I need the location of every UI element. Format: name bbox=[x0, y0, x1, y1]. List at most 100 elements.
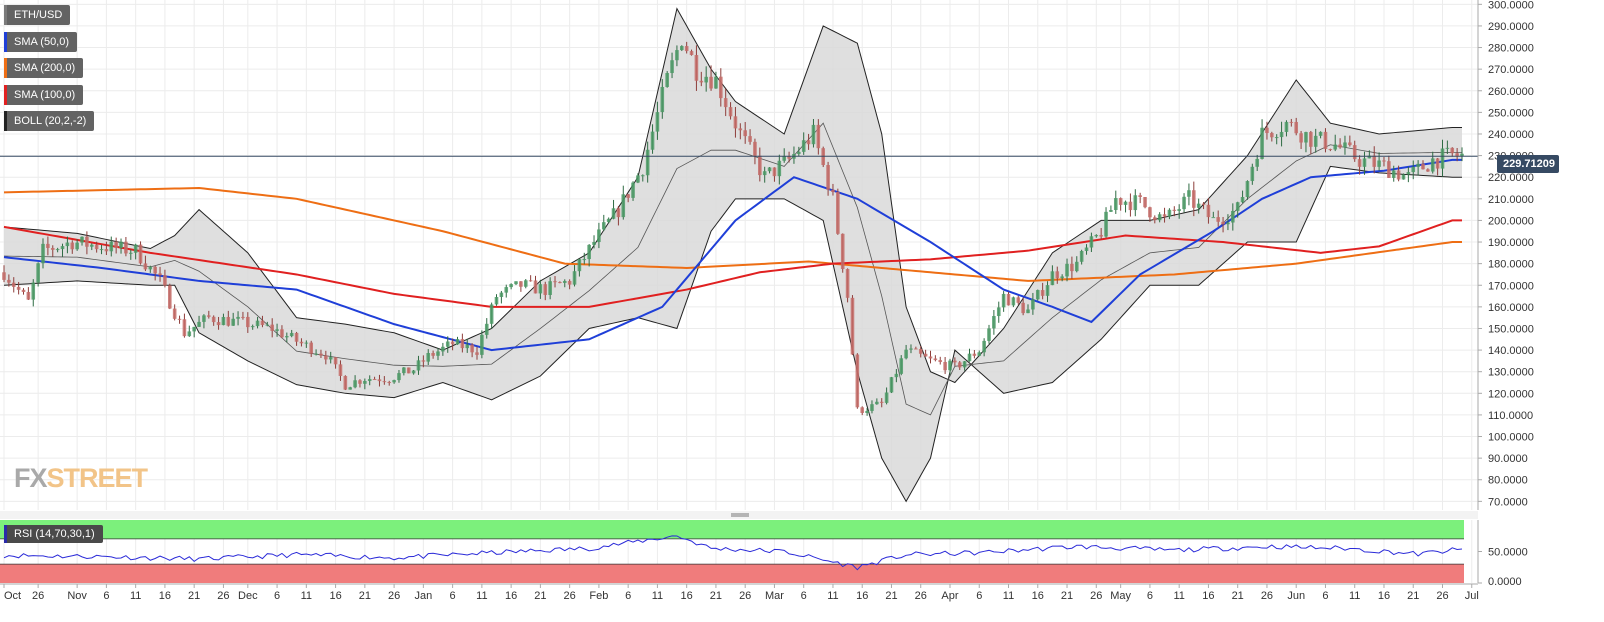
candle-body bbox=[1192, 190, 1196, 208]
rsi-overbought-zone bbox=[0, 520, 1464, 539]
candle-body bbox=[21, 289, 26, 292]
x-tick-label: Nov bbox=[67, 590, 87, 602]
candle-body bbox=[1279, 131, 1284, 138]
legend-sma-100[interactable]: SMA (100,0) bbox=[4, 85, 84, 105]
candle-body bbox=[1089, 236, 1094, 248]
candle-body bbox=[996, 307, 1001, 317]
candle-body bbox=[324, 355, 328, 360]
candle-body bbox=[1055, 271, 1060, 279]
candle-body bbox=[1152, 217, 1157, 221]
legend-label: SMA (50,0) bbox=[14, 36, 70, 48]
candle-body bbox=[616, 208, 621, 218]
x-tick-label: 26 bbox=[388, 590, 400, 602]
candle-body bbox=[484, 323, 489, 335]
candle-body bbox=[782, 156, 787, 161]
candle-body bbox=[172, 308, 177, 319]
y-tick-label: 70.0000 bbox=[1488, 496, 1528, 508]
candle-body bbox=[558, 282, 562, 284]
candle-body bbox=[957, 362, 962, 368]
x-tick-label: 21 bbox=[534, 590, 546, 602]
x-tick-label: Mar bbox=[765, 590, 784, 602]
candle-body bbox=[538, 284, 543, 294]
candle-body bbox=[1138, 195, 1142, 198]
x-tick-label: 16 bbox=[681, 590, 693, 602]
y-tick-label: 150.0000 bbox=[1488, 323, 1534, 335]
candle-body bbox=[1196, 203, 1201, 208]
candle-body bbox=[665, 73, 669, 87]
x-tick-label: 11 bbox=[827, 590, 838, 602]
candle-body bbox=[1099, 235, 1103, 237]
y-tick-label: 100.0000 bbox=[1488, 432, 1534, 444]
x-tick-label: 16 bbox=[1032, 590, 1044, 602]
y-tick-label: 90.0000 bbox=[1488, 453, 1528, 465]
candle-body bbox=[124, 241, 128, 254]
legend-swatch bbox=[4, 5, 7, 25]
y-tick-label: 270.0000 bbox=[1488, 64, 1534, 76]
candle-body bbox=[611, 208, 616, 219]
candle-body bbox=[1362, 158, 1367, 167]
candle-body bbox=[1113, 198, 1118, 210]
candle-body bbox=[875, 401, 879, 405]
y-tick-label: 190.0000 bbox=[1488, 237, 1534, 249]
candle-body bbox=[850, 297, 855, 355]
panel-splitter bbox=[0, 511, 1478, 519]
x-tick-label: Feb bbox=[589, 590, 608, 602]
candle-body bbox=[1006, 293, 1011, 306]
candle-body bbox=[684, 46, 689, 52]
candle-body bbox=[1040, 290, 1045, 296]
legend-rsi[interactable]: RSI (14,70,30,1) bbox=[4, 525, 103, 543]
candle-body bbox=[406, 367, 411, 374]
x-tick-label: 21 bbox=[188, 590, 200, 602]
legend-eth-usd[interactable]: ETH/USD bbox=[4, 5, 71, 25]
x-tick-label: 6 bbox=[1147, 590, 1153, 602]
candle-body bbox=[1304, 132, 1308, 143]
candle-body bbox=[719, 76, 723, 99]
candle-body bbox=[597, 229, 601, 243]
x-tick-label: Apr bbox=[941, 590, 958, 602]
legend-sma-200[interactable]: SMA (200,0) bbox=[4, 58, 84, 78]
candle-body bbox=[562, 280, 567, 283]
candle-body bbox=[1221, 221, 1225, 225]
candle-body bbox=[1123, 201, 1128, 205]
candle-body bbox=[85, 236, 89, 247]
candle-body bbox=[967, 353, 972, 362]
legend-boll[interactable]: BOLL (20,2,-2) bbox=[4, 111, 95, 131]
x-tick-label: 26 bbox=[915, 590, 927, 602]
candle-body bbox=[992, 316, 996, 329]
candle-body bbox=[314, 353, 318, 355]
candle-body bbox=[519, 281, 523, 287]
candle-body bbox=[816, 124, 821, 149]
y-tick-label: 300.0000 bbox=[1488, 0, 1534, 11]
legend-sma-50[interactable]: SMA (50,0) bbox=[4, 32, 78, 52]
candle-body bbox=[1265, 127, 1269, 134]
candle-body bbox=[192, 326, 196, 332]
candle-body bbox=[1255, 158, 1259, 167]
candle-body bbox=[1026, 309, 1030, 314]
candle-body bbox=[1045, 285, 1050, 296]
candle-body bbox=[787, 156, 791, 159]
x-tick-label: 11 bbox=[301, 590, 312, 602]
candle-body bbox=[587, 244, 591, 260]
candle-body bbox=[675, 50, 679, 61]
candle-body bbox=[1377, 160, 1381, 167]
y-tick-label: 220.0000 bbox=[1488, 172, 1534, 184]
candle-body bbox=[1001, 293, 1006, 308]
candle-body bbox=[1021, 302, 1025, 314]
candle-body bbox=[1387, 161, 1391, 178]
candle-body bbox=[1309, 132, 1313, 147]
candle-body bbox=[280, 329, 284, 338]
candle-body bbox=[870, 404, 874, 411]
candle-body bbox=[382, 381, 387, 383]
candle-body bbox=[197, 321, 201, 327]
candle-body bbox=[1455, 153, 1459, 157]
x-tick-label: 6 bbox=[976, 590, 982, 602]
candle-body bbox=[1079, 251, 1084, 262]
candle-body bbox=[480, 334, 484, 355]
candle-body bbox=[1348, 142, 1352, 146]
candle-body bbox=[592, 242, 596, 245]
candle-body bbox=[167, 285, 172, 309]
candle-body bbox=[1060, 276, 1064, 279]
candle-body bbox=[177, 318, 182, 320]
x-tick-label: 21 bbox=[710, 590, 722, 602]
candle-body bbox=[1274, 137, 1279, 139]
